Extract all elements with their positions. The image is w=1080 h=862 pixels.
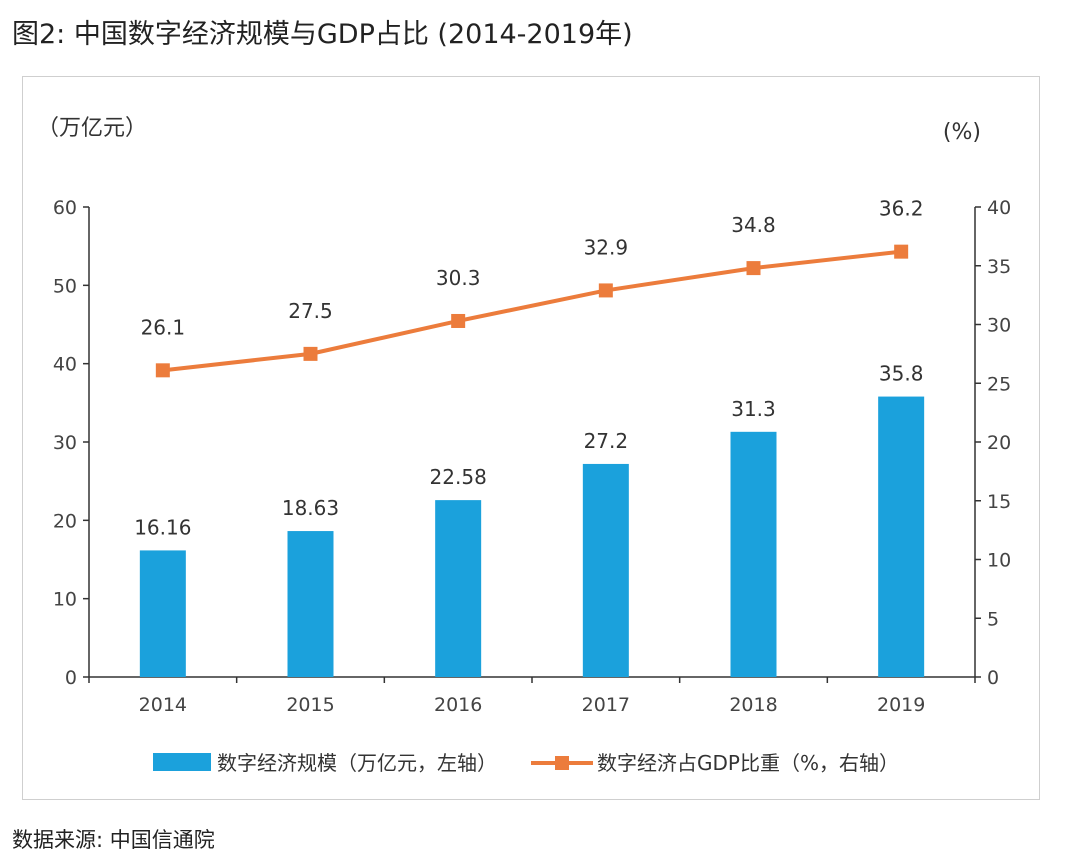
bar xyxy=(878,396,925,677)
bar-value-label: 35.8 xyxy=(879,362,924,386)
bar xyxy=(582,463,629,677)
chart-panel: （万亿元） (%) 0 10 20 30 40 50 60 0 5 10 15 20 25 30 35 40 2… xyxy=(22,76,1040,800)
x-axis-tick-label: 2014 xyxy=(139,694,187,716)
bar xyxy=(730,431,777,677)
bar-value-label: 22.58 xyxy=(430,465,487,489)
line-value-label: 27.5 xyxy=(288,299,333,323)
left-axis-tick-label: 20 xyxy=(53,510,77,532)
right-axis-unit-label: (%) xyxy=(943,120,981,145)
dual-axis-chart: （万亿元） (%) 0 10 20 30 40 50 60 0 5 10 15 20 25 30 35 40 2… xyxy=(37,116,1011,775)
bar-series xyxy=(139,396,925,677)
bar-value-label: 27.2 xyxy=(584,429,629,453)
legend-line-label: 数字经济占GDP比重（%，右轴） xyxy=(597,751,899,775)
right-axis-tick-label: 25 xyxy=(987,373,1011,395)
right-axis-tick-label: 40 xyxy=(987,197,1011,219)
right-axis-tick-label: 5 xyxy=(987,608,999,630)
left-axis-tick-label: 60 xyxy=(53,197,77,219)
left-axis-tick-label: 30 xyxy=(53,432,77,454)
line-value-label: 26.1 xyxy=(141,315,186,339)
bar-value-label: 16.16 xyxy=(134,515,191,539)
x-axis-tick-label: 2015 xyxy=(286,694,334,716)
line-value-label: 30.3 xyxy=(436,266,481,290)
line-value-label: 36.2 xyxy=(879,197,924,221)
axes: 0 10 20 30 40 50 60 0 5 10 15 20 25 30 35 40 2014 2015 201… xyxy=(53,197,1011,716)
bar xyxy=(139,550,186,677)
x-axis-tick-label: 2018 xyxy=(729,694,777,716)
x-axis-tick-label: 2016 xyxy=(434,694,482,716)
left-axis-unit-label: （万亿元） xyxy=(37,116,147,141)
right-axis-tick-label: 30 xyxy=(987,315,1011,337)
bar-value-label: 18.63 xyxy=(282,496,339,520)
legend: 数字经济规模（万亿元，左轴） 数字经济占GDP比重（%，右轴） xyxy=(153,751,899,775)
line-marker xyxy=(598,283,613,298)
bar xyxy=(287,531,334,677)
legend-bar-swatch xyxy=(153,753,211,771)
source-note: 数据来源: 中国信通院 xyxy=(12,828,215,852)
bar xyxy=(435,500,482,677)
line-value-label: 32.9 xyxy=(584,235,629,259)
line-marker xyxy=(155,363,170,378)
left-axis-tick-label: 10 xyxy=(53,589,77,611)
line-marker xyxy=(746,261,761,276)
line-marker xyxy=(303,346,318,361)
x-axis-tick-label: 2017 xyxy=(582,694,630,716)
left-axis-tick-label: 0 xyxy=(65,667,77,689)
line-series xyxy=(155,244,909,378)
figure-title: 图2: 中国数字经济规模与GDP占比 (2014-2019年) xyxy=(12,19,633,50)
line-value-label: 34.8 xyxy=(731,213,776,237)
data-labels: 16.16 18.63 22.58 27.2 31.3 35.8 26.1 27.5 30.3 3… xyxy=(134,197,923,540)
right-axis-tick-label: 10 xyxy=(987,550,1011,572)
line-path xyxy=(162,249,902,373)
right-axis-tick-label: 35 xyxy=(987,256,1011,278)
legend-line-marker xyxy=(555,756,569,770)
right-axis-tick-label: 15 xyxy=(987,491,1011,513)
line-marker xyxy=(451,313,466,328)
left-axis-tick-label: 40 xyxy=(53,354,77,376)
legend-bar-label: 数字经济规模（万亿元，左轴） xyxy=(217,751,497,775)
bar-value-label: 31.3 xyxy=(731,397,776,421)
x-axis-tick-label: 2019 xyxy=(877,694,925,716)
left-axis-tick-label: 50 xyxy=(53,275,77,297)
right-axis-tick-label: 0 xyxy=(987,667,999,689)
line-marker xyxy=(894,244,909,259)
right-axis-tick-label: 20 xyxy=(987,432,1011,454)
